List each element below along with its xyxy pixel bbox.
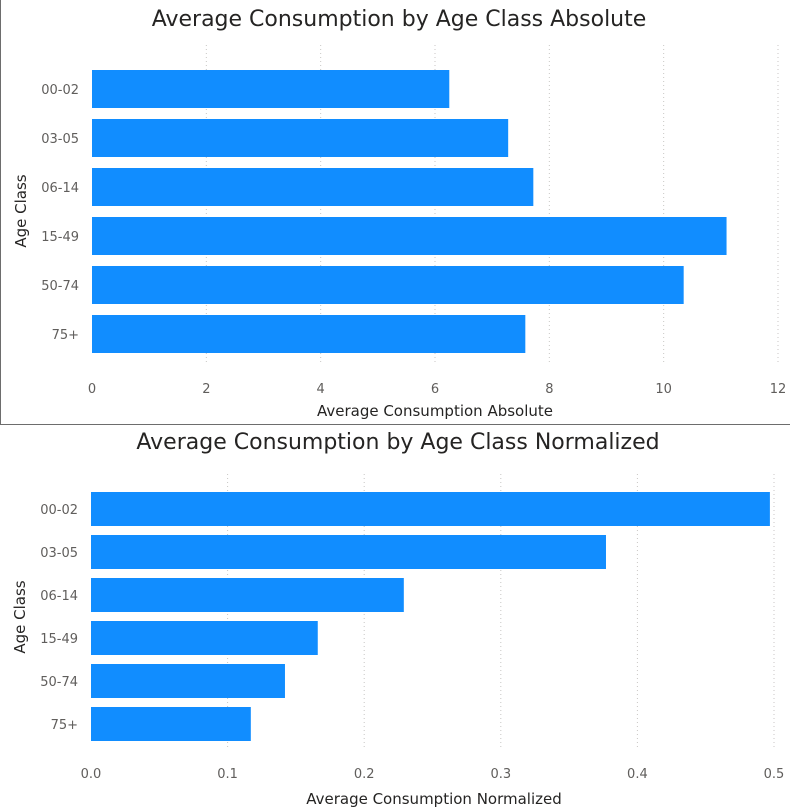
category-label: 06-14 <box>41 181 79 196</box>
category-label: 50-74 <box>40 675 78 690</box>
x-tick-label: 0.4 <box>627 767 648 782</box>
bar-00-02[interactable] <box>92 70 450 108</box>
category-label: 50-74 <box>41 279 79 294</box>
category-label: 15-49 <box>40 632 78 647</box>
chart-absolute: Average Consumption by Age Class Absolut… <box>12 7 786 420</box>
bar-75+[interactable] <box>91 707 251 741</box>
bar-03-05[interactable] <box>91 535 606 569</box>
x-tick-label: 8 <box>545 382 553 397</box>
category-label: 75+ <box>52 328 79 343</box>
y-axis-title: Age Class <box>12 174 30 247</box>
x-tick-label: 12 <box>770 382 787 397</box>
x-tick-label: 6 <box>431 382 439 397</box>
category-label: 06-14 <box>40 589 78 604</box>
bar-15-49[interactable] <box>92 217 727 255</box>
category-label: 00-02 <box>41 83 79 98</box>
x-axis-title: Average Consumption Normalized <box>306 790 562 808</box>
x-tick-label: 4 <box>317 382 325 397</box>
bar-50-74[interactable] <box>92 266 684 304</box>
bar-75+[interactable] <box>92 315 526 353</box>
chart-title: Average Consumption by Age Class Normali… <box>136 430 659 455</box>
chart-normalized-panel[interactable]: Average Consumption by Age Class Normali… <box>0 426 790 811</box>
bar-06-14[interactable] <box>91 578 404 612</box>
x-axis-title: Average Consumption Absolute <box>317 402 553 420</box>
x-tick-label: 0.2 <box>354 767 375 782</box>
category-label: 75+ <box>51 718 78 733</box>
x-tick-label: 0.3 <box>490 767 511 782</box>
bar-03-05[interactable] <box>92 119 509 157</box>
y-axis-title: Age Class <box>11 580 29 653</box>
category-label: 03-05 <box>40 546 78 561</box>
x-tick-labels: 0.0 0.1 0.2 0.3 0.4 0.5 <box>81 767 785 782</box>
category-labels: 00-02 03-05 06-14 15-49 50-74 75+ <box>41 83 79 343</box>
bar-00-02[interactable] <box>91 492 770 526</box>
x-tick-label: 0.1 <box>217 767 238 782</box>
bars <box>91 492 770 741</box>
x-tick-labels: 0 2 4 6 8 10 12 <box>88 382 786 397</box>
bar-15-49[interactable] <box>91 621 318 655</box>
bar-50-74[interactable] <box>91 664 285 698</box>
chart-absolute-panel[interactable]: Average Consumption by Age Class Absolut… <box>0 0 790 425</box>
category-label: 15-49 <box>41 230 79 245</box>
x-tick-label: 0.5 <box>764 767 785 782</box>
category-labels: 00-02 03-05 06-14 15-49 50-74 75+ <box>40 503 78 733</box>
x-tick-label: 0 <box>88 382 96 397</box>
bars <box>92 70 727 353</box>
category-label: 00-02 <box>40 503 78 518</box>
chart-normalized: Average Consumption by Age Class Normali… <box>11 430 785 808</box>
category-label: 03-05 <box>41 132 79 147</box>
x-tick-label: 10 <box>655 382 672 397</box>
chart-title: Average Consumption by Age Class Absolut… <box>152 7 647 32</box>
x-tick-label: 0.0 <box>81 767 102 782</box>
bar-06-14[interactable] <box>92 168 534 206</box>
x-tick-label: 2 <box>202 382 210 397</box>
